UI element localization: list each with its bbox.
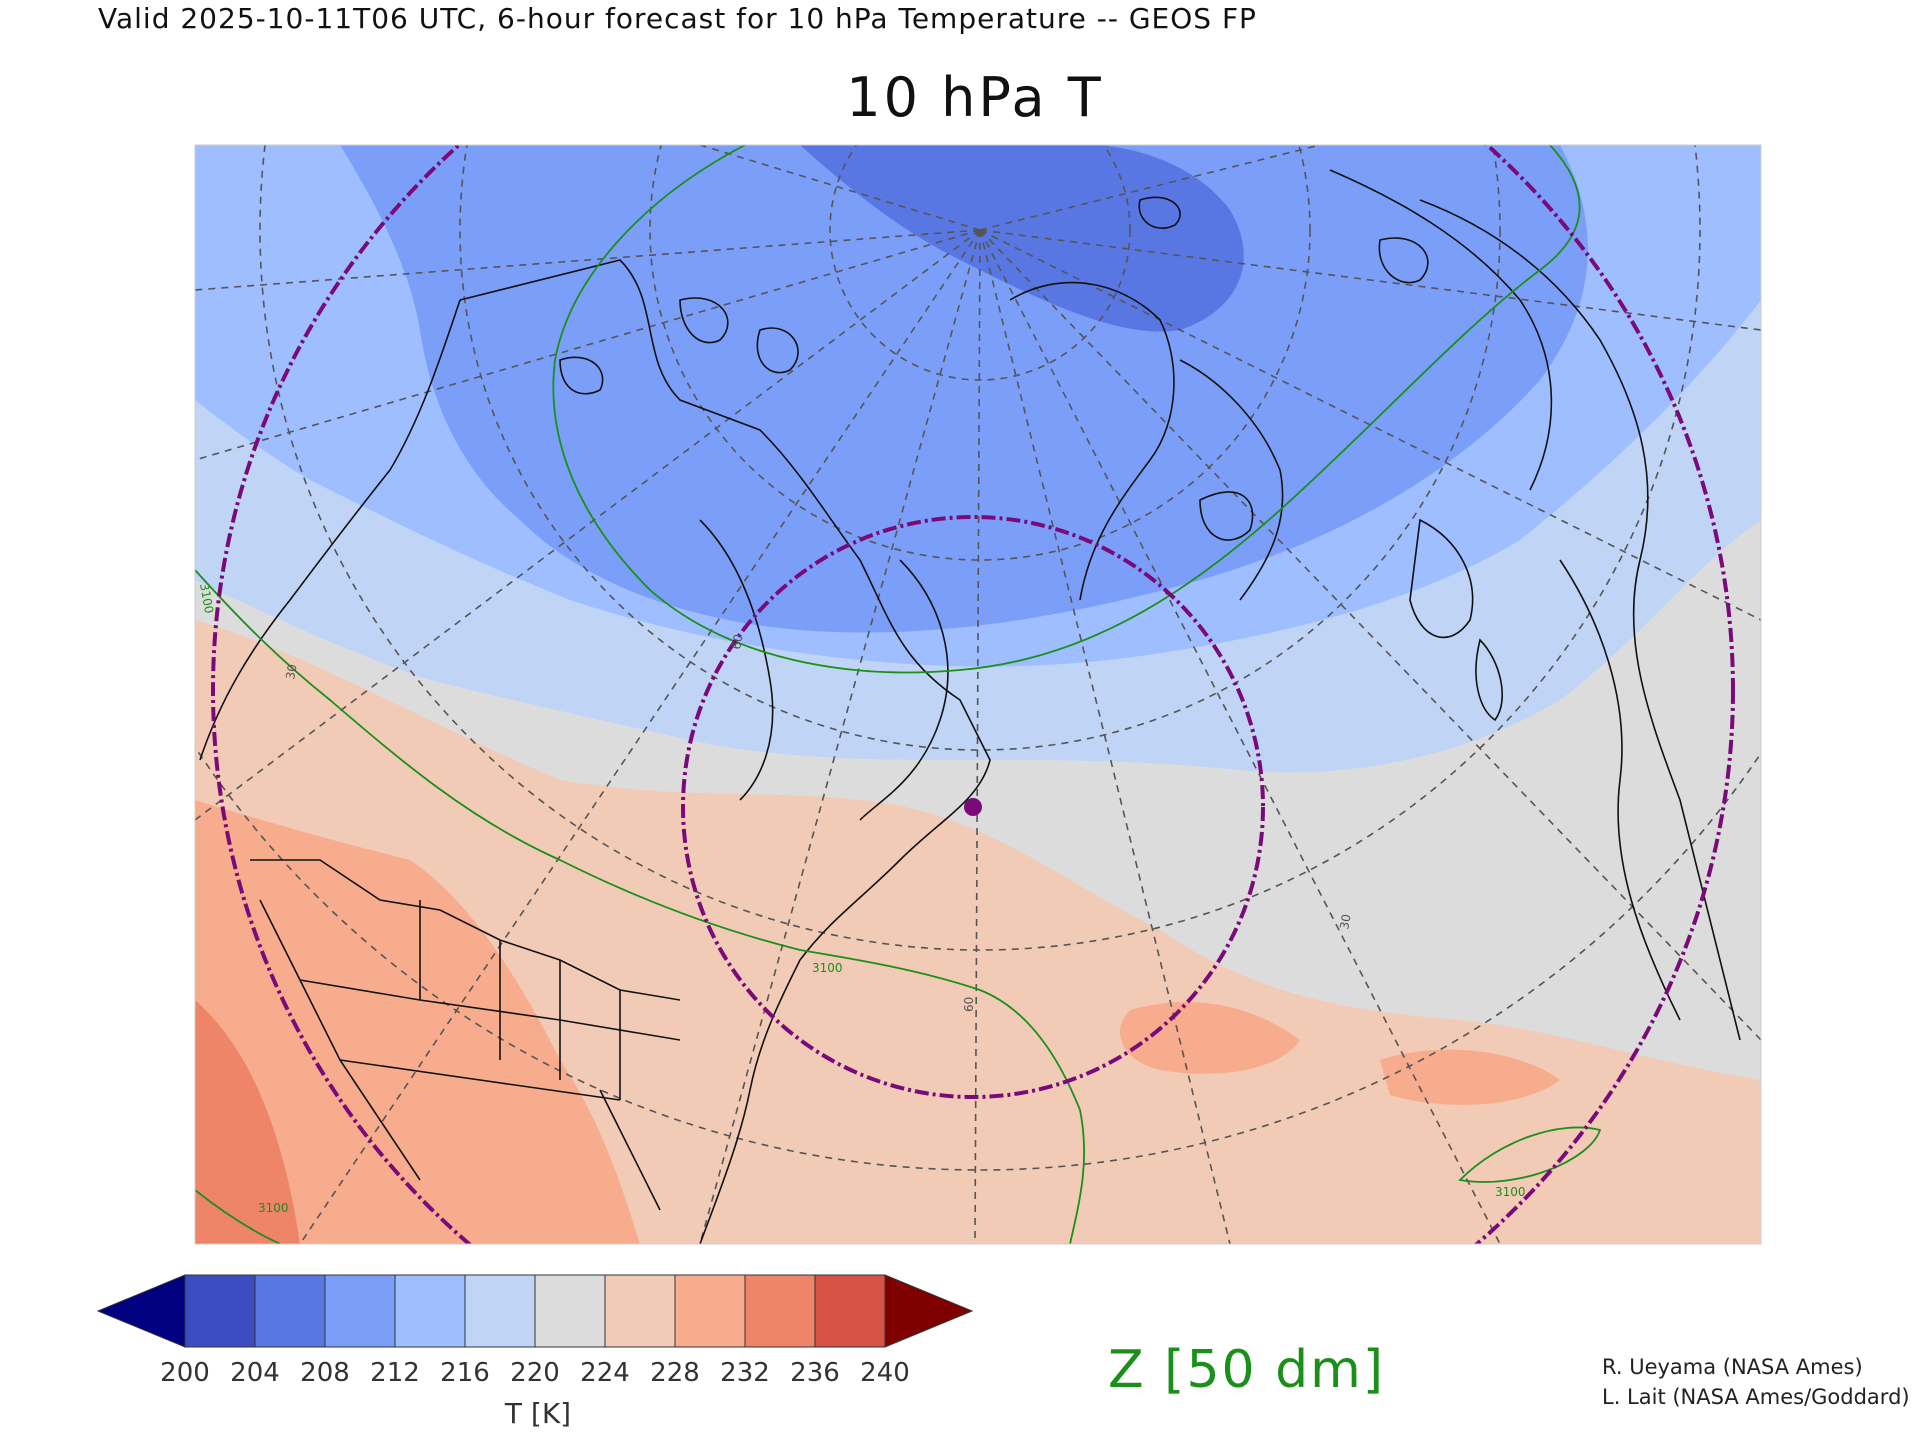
colorbar-tick-label: 208 <box>300 1358 350 1388</box>
contour-legend: Z [50 dm] <box>1108 1340 1386 1400</box>
contour-label-3100-center: 3100 <box>812 961 843 975</box>
colorbar-tick-label: 216 <box>440 1358 490 1388</box>
colorbar-tick-label: 232 <box>720 1358 770 1388</box>
range-rings <box>211 145 1735 1244</box>
field-228-232-west <box>195 800 640 1244</box>
colorbar-tick-label: 204 <box>230 1358 280 1388</box>
field-228-232-east <box>1380 1049 1560 1105</box>
map-title: 10 hPa T <box>846 66 1104 129</box>
graticule <box>195 145 1761 1244</box>
colorbar-tick-label: 220 <box>510 1358 560 1388</box>
station-marker <box>964 798 982 816</box>
graticule-label-60-south: 60 <box>962 997 976 1012</box>
header-line: Valid 2025-10-11T06 UTC, 6-hour forecast… <box>98 2 1257 35</box>
map-frame <box>194 144 1762 1245</box>
graticule-label-30-west: 30 <box>283 663 299 680</box>
map-field: 30 60 60 30 3100 3100 3100 3100 <box>195 145 1761 1244</box>
colorbar-tick-label: 236 <box>790 1358 840 1388</box>
colorbar-unit-label: T [K] <box>504 1397 572 1430</box>
contour-label-3100-southwest: 3100 <box>258 1201 289 1215</box>
contour-label-3100-west: 3100 <box>197 582 216 615</box>
colorbar-tick-label: 240 <box>860 1358 910 1388</box>
colorbar-tick-label: 212 <box>370 1358 420 1388</box>
range-ring-outer <box>211 145 1735 1244</box>
graticule-label-60-north: 60 <box>729 633 745 650</box>
land-outlines <box>199 169 1741 1244</box>
field-232-236 <box>195 1000 300 1244</box>
range-ring-inner <box>681 515 1265 1099</box>
graticule-label-30-east: 30 <box>1337 913 1353 930</box>
field-224-228 <box>195 620 1761 1244</box>
colorbar-tick-label: 228 <box>650 1358 700 1388</box>
contour-lines <box>195 145 1602 1244</box>
colorbar-tick-label: 224 <box>580 1358 630 1388</box>
colorbar-tick-label: 200 <box>160 1358 210 1388</box>
credit-line-1: R. Ueyama (NASA Ames) <box>1602 1355 1863 1379</box>
credit-line-2: L. Lait (NASA Ames/Goddard) <box>1602 1385 1910 1409</box>
contour-label-3100-east: 3100 <box>1495 1185 1526 1199</box>
field-208-212 <box>340 145 1588 633</box>
field-228-232-atlantic <box>1120 1001 1300 1074</box>
